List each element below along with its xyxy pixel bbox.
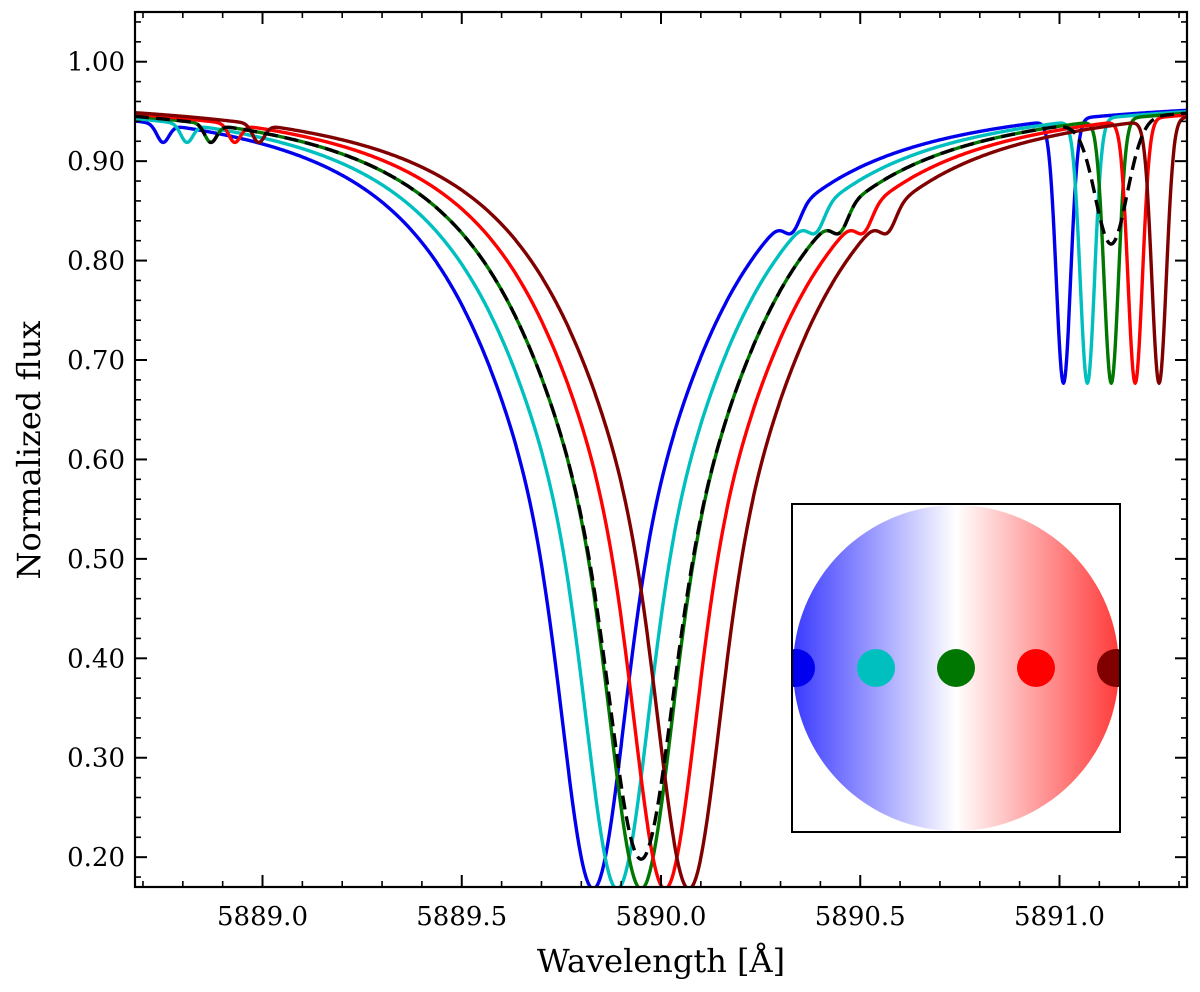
y-tick-label: 0.50 bbox=[67, 545, 125, 575]
y-tick-label: 0.70 bbox=[67, 346, 125, 376]
x-tick-label: 5890.5 bbox=[815, 902, 906, 932]
y-tick-label: 0.90 bbox=[67, 147, 125, 177]
inset-dot-blue bbox=[792, 649, 815, 687]
y-axis-label: Normalized flux bbox=[10, 321, 48, 580]
inset-dot-green bbox=[937, 649, 975, 687]
x-tick-label: 5891.0 bbox=[1014, 902, 1105, 932]
axes-layer: 5889.0 5889.5 5890.0 5890.5 5891.0 0.20 0.30 0.… bbox=[67, 12, 1187, 932]
stellar-disk-inset bbox=[791, 503, 1121, 833]
series-line-average bbox=[135, 111, 1187, 861]
inset-frame bbox=[791, 503, 1121, 833]
plot-frame bbox=[133, 10, 1189, 889]
series-line-darkred bbox=[135, 111, 1187, 887]
y-tick-label: 0.80 bbox=[67, 247, 125, 277]
y-tick-label: 1.00 bbox=[67, 48, 125, 78]
inset-dot-red bbox=[1017, 649, 1055, 687]
inset-dot-darkred bbox=[1097, 649, 1120, 687]
x-axis-label: Wavelength [Å] bbox=[537, 942, 785, 980]
y-tick-label: 0.20 bbox=[67, 843, 125, 873]
y-tick-label: 0.40 bbox=[67, 644, 125, 674]
y-tick-label: 0.30 bbox=[67, 744, 125, 774]
x-tick-label: 5890.0 bbox=[616, 902, 707, 932]
y-tick-label: 0.60 bbox=[67, 445, 125, 475]
x-tick-label: 5889.0 bbox=[217, 902, 308, 932]
inset-dot-cyan bbox=[857, 649, 895, 687]
series-line-blue bbox=[135, 108, 1187, 887]
series-layer bbox=[135, 108, 1187, 887]
inset-dots bbox=[792, 649, 1120, 687]
x-tick-label: 5889.5 bbox=[416, 902, 507, 932]
series-line-cyan bbox=[135, 110, 1187, 887]
